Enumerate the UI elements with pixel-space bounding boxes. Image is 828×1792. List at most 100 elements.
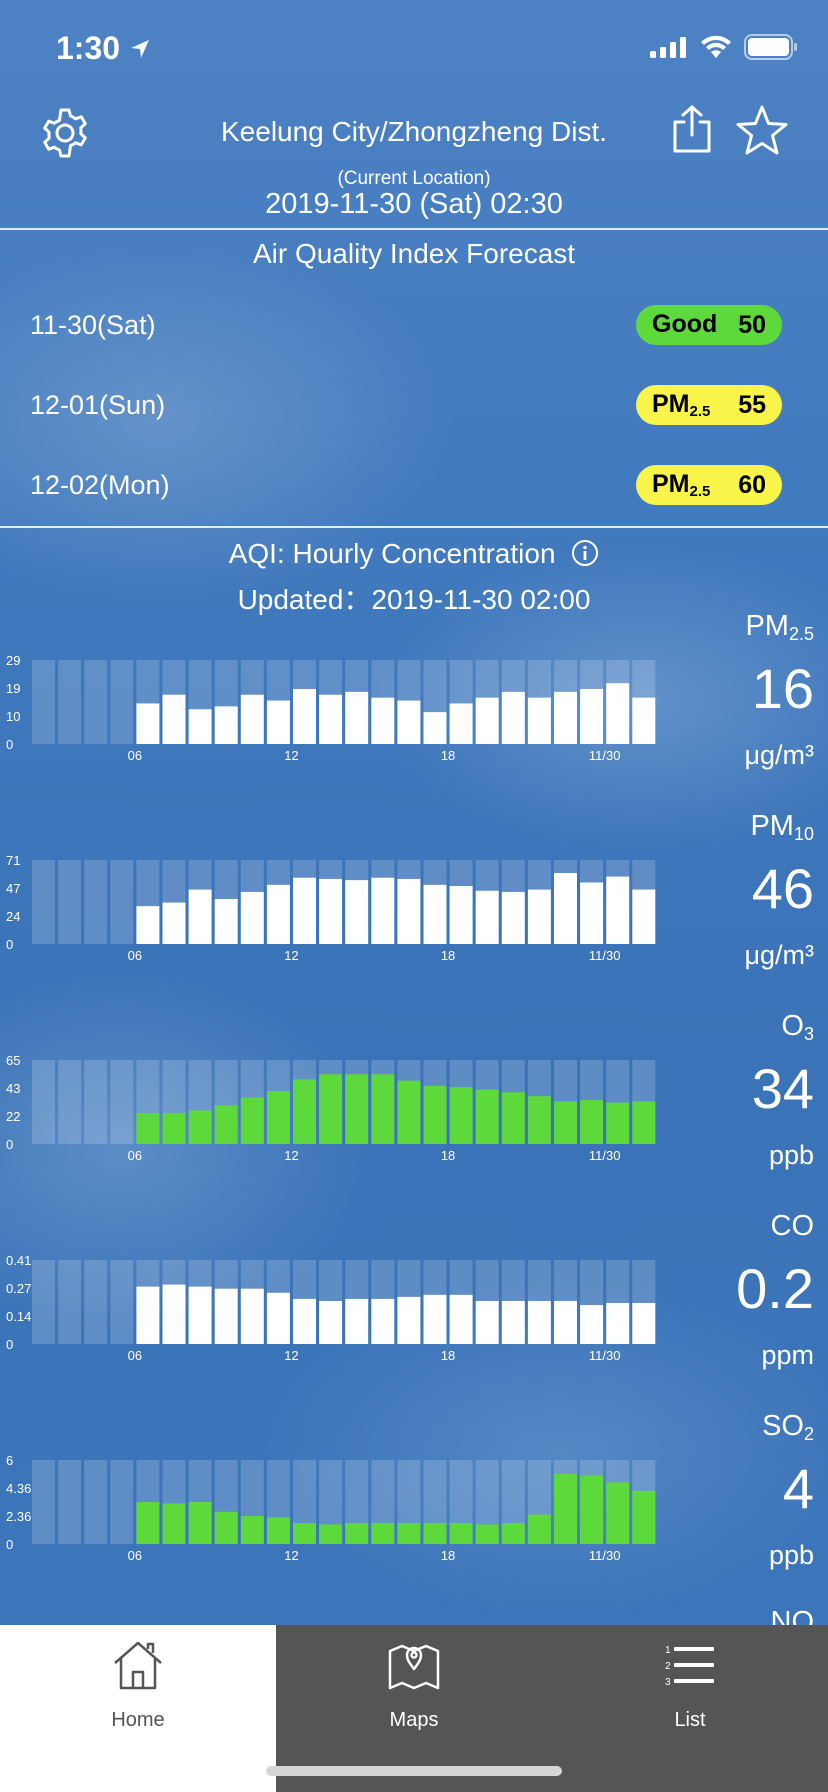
pollutant-current-value: 16 xyxy=(751,657,814,720)
status-icons xyxy=(650,34,798,60)
y-tick-label: 71 xyxy=(6,853,20,868)
forecast-title: Air Quality Index Forecast xyxy=(252,238,576,269)
data-bar xyxy=(606,1303,630,1344)
data-bar xyxy=(501,891,525,944)
data-bar xyxy=(319,694,343,744)
y-tick-label: 6 xyxy=(6,1453,13,1468)
x-tick-label: 18 xyxy=(441,1548,455,1563)
tab-home-label: Home xyxy=(111,1709,165,1731)
bar-background xyxy=(58,1460,82,1544)
data-bar xyxy=(397,1296,421,1344)
data-bar xyxy=(240,891,264,944)
data-bar xyxy=(475,890,499,944)
info-icon[interactable] xyxy=(571,539,599,567)
x-tick-label: 18 xyxy=(441,1348,455,1363)
forecast-badge-value: 50 xyxy=(738,310,766,339)
x-tick-label: 06 xyxy=(128,1348,142,1363)
bar-background xyxy=(110,860,134,944)
y-tick-label: 0 xyxy=(6,937,13,952)
data-bar xyxy=(214,1511,238,1544)
tab-maps-label: Maps xyxy=(389,1709,439,1731)
x-tick-label: 06 xyxy=(128,1148,142,1163)
home-icon xyxy=(114,1641,162,1690)
y-tick-label: 10 xyxy=(6,709,20,724)
x-tick-label: 12 xyxy=(284,948,298,963)
bar-background xyxy=(32,1060,55,1144)
data-bar xyxy=(580,1475,604,1544)
map-icon xyxy=(388,1644,440,1690)
pollutant-unit: μg/m³ xyxy=(744,940,814,970)
y-tick-label: 47 xyxy=(6,881,20,896)
data-bar xyxy=(266,1292,290,1344)
forecast-date: 12-02(Mon) xyxy=(30,470,170,500)
data-bar xyxy=(501,1523,525,1544)
bar-background xyxy=(32,1260,55,1344)
data-bar xyxy=(449,1087,473,1144)
data-bar xyxy=(423,1294,447,1344)
data-bar xyxy=(527,1514,551,1544)
bar-background xyxy=(58,1260,82,1344)
data-bar xyxy=(136,906,160,944)
data-bar xyxy=(188,709,212,744)
y-tick-label: 0.14 xyxy=(6,1309,31,1324)
forecast-badge[interactable]: PM2.5 55 xyxy=(636,385,782,425)
data-bar xyxy=(214,706,238,744)
x-tick-label: 11/30 xyxy=(589,1548,621,1563)
data-bar xyxy=(162,1503,186,1544)
tab-home[interactable]: Home xyxy=(0,1625,276,1792)
data-bar xyxy=(319,1524,343,1544)
data-bar xyxy=(293,1523,316,1544)
data-bar xyxy=(501,691,525,744)
hourly-chart: 71 47 24 0 06 12 18 11/30 xyxy=(6,853,656,963)
favorite-star-icon[interactable] xyxy=(734,104,790,158)
forecast-badge[interactable]: PM2.5 60 xyxy=(636,465,782,505)
forecast-badge-value: 55 xyxy=(738,390,766,419)
data-bar xyxy=(449,1523,473,1544)
data-bar xyxy=(188,1502,212,1544)
x-tick-label: 06 xyxy=(128,1548,142,1563)
bar-background xyxy=(84,1060,108,1144)
data-bar xyxy=(554,1474,577,1544)
bar-background xyxy=(32,860,55,944)
data-bar xyxy=(580,882,604,944)
share-icon[interactable] xyxy=(670,104,714,154)
hourly-chart: 29 19 10 0 06 12 18 11/30 xyxy=(6,653,656,763)
hourly-title: AQI: Hourly Concentration xyxy=(0,538,828,570)
hourly-chart: 65 43 22 0 06 12 18 11/30 xyxy=(6,1053,656,1163)
data-bar xyxy=(266,700,290,744)
location-title[interactable]: Keelung City/Zhongzheng Dist. xyxy=(221,116,607,147)
data-bar xyxy=(293,688,316,744)
forecast-badge[interactable]: Good 50 xyxy=(636,305,782,345)
data-bar xyxy=(397,1080,421,1144)
data-bar xyxy=(632,1303,656,1344)
data-bar xyxy=(345,1298,369,1344)
settings-gear-icon[interactable] xyxy=(38,106,92,160)
pollutant-name: O3 xyxy=(781,1010,814,1044)
hourly-chart: 0.41 0.27 0.14 0 06 12 18 11/30 xyxy=(6,1253,656,1363)
data-bar xyxy=(240,1288,264,1344)
bar-background xyxy=(110,1260,134,1344)
data-bar xyxy=(319,878,343,944)
x-tick-label: 12 xyxy=(284,1348,298,1363)
data-bar xyxy=(371,1074,395,1144)
hourly-chart: 6 4.36 2.36 0 06 12 18 11/30 xyxy=(6,1453,656,1563)
tab-maps[interactable]: Maps xyxy=(276,1625,552,1792)
data-bar xyxy=(293,877,316,944)
tab-list[interactable]: 1 2 3 List xyxy=(552,1625,828,1792)
data-bar xyxy=(319,1074,343,1144)
x-tick-label: 12 xyxy=(284,1548,298,1563)
updated-time: Updated：2019-11-30 02:00 xyxy=(237,584,591,615)
data-bar xyxy=(240,694,264,744)
x-tick-label: 12 xyxy=(284,1148,298,1163)
data-bar xyxy=(371,1523,395,1544)
data-bar xyxy=(214,1288,238,1344)
data-bar xyxy=(371,1298,395,1344)
battery-icon xyxy=(744,34,797,60)
data-bar xyxy=(293,1079,316,1144)
data-bar xyxy=(345,691,369,744)
data-bar xyxy=(162,1112,186,1144)
data-bar xyxy=(449,886,473,944)
y-tick-label: 24 xyxy=(6,909,20,924)
bar-background xyxy=(84,1260,108,1344)
bar-background xyxy=(58,1060,82,1144)
